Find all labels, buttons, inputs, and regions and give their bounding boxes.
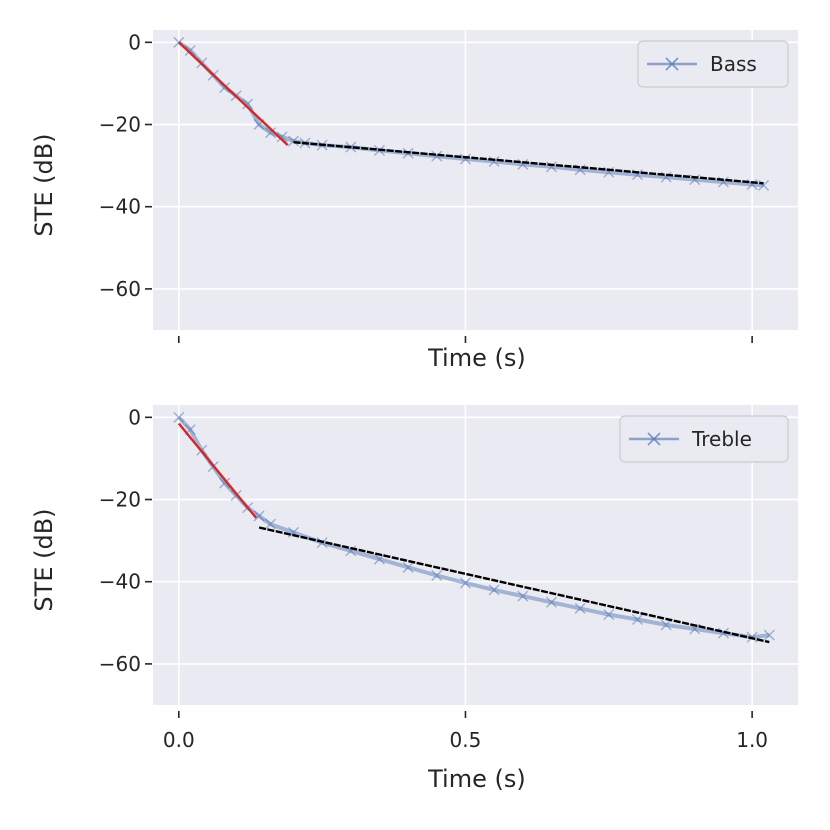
data-point-marker [631, 614, 643, 626]
data-point-marker [242, 98, 254, 110]
x-tick-label: 0.5 [450, 728, 482, 752]
data-point-marker [431, 570, 443, 582]
y-tick-label: −20 [99, 113, 141, 137]
y-tick-label: −60 [99, 277, 141, 301]
data-point-marker [184, 45, 196, 57]
x-axis-label: Time (s) [427, 344, 526, 372]
early-decay-fit-line [177, 41, 289, 146]
data-point-marker [173, 411, 185, 423]
y-tick-label: −40 [99, 570, 141, 594]
y-tick-label: −60 [99, 652, 141, 676]
data-point-marker [603, 609, 615, 621]
data-point-marker [431, 150, 443, 162]
legend-entry: Treble [691, 427, 752, 451]
data-point-marker [660, 619, 672, 631]
data-point-marker [373, 553, 385, 565]
data-point-marker [219, 477, 231, 489]
data-point-marker [253, 510, 265, 522]
data-point-marker [545, 596, 557, 608]
data-point-marker [488, 156, 500, 168]
data-point-marker [488, 584, 500, 596]
late-decay-fit-line [258, 526, 770, 644]
y-tick-label: 0 [128, 405, 141, 429]
data-point-marker [459, 577, 471, 589]
top-panel: 0 −20 −40 −60 Time (s) STE (dB) Bass [30, 30, 798, 372]
data-point-marker [265, 518, 277, 530]
legend-box [619, 415, 789, 463]
data-point-marker [574, 602, 586, 614]
y-axis-label: STE (dB) [30, 133, 58, 236]
legend-box [637, 40, 789, 88]
data-point-marker [276, 131, 288, 143]
y-tick-label: −40 [99, 195, 141, 219]
data-point-marker [717, 627, 729, 639]
data-point-marker [287, 135, 299, 147]
data-point-marker [517, 590, 529, 602]
legend-entry: Bass [710, 52, 757, 76]
x-tick-label: 1.0 [736, 728, 768, 752]
data-point-marker [265, 127, 277, 139]
data-point-marker [219, 82, 231, 94]
data-point-marker [402, 561, 414, 573]
data-point-marker [689, 174, 701, 186]
y-axis-label: STE (dB) [30, 508, 58, 611]
x-tick-label: 0.0 [163, 728, 195, 752]
data-point-marker [459, 153, 471, 165]
late-decay-fit-line [293, 141, 764, 185]
bottom-panel: 0 −20 −40 −60 0.0 0.5 1.0 Time (s) STE (dB) Trebl… [30, 405, 798, 793]
data-point-marker [763, 629, 775, 641]
legend-marker-icon [665, 57, 679, 71]
legend-marker-icon [647, 432, 661, 446]
y-tick-label: 0 [128, 30, 141, 54]
early-decay-fit-line [177, 422, 258, 519]
x-axis-label: Time (s) [427, 765, 526, 793]
y-tick-label: −20 [99, 488, 141, 512]
